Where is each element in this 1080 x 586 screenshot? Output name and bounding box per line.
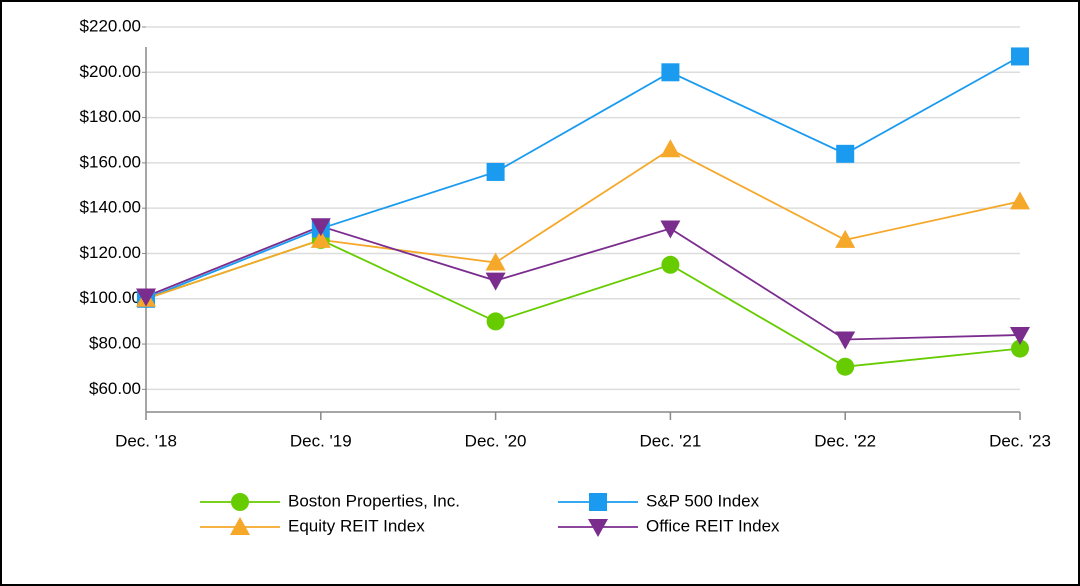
y-tick-label: $200.00 [80,62,141,81]
marker [661,255,680,274]
y-tick-label: $160.00 [80,152,141,171]
marker [589,493,607,511]
x-tick-label: Dec. '19 [290,431,352,450]
marker [231,493,249,511]
y-tick-label: $80.00 [89,334,141,353]
marker [486,312,505,331]
x-tick-label: Dec. '18 [115,431,177,450]
marker [835,229,856,248]
marker [660,139,681,158]
marker [835,331,856,350]
x-tick-label: Dec. '22 [814,431,876,450]
legend-label: S&P 500 Index [646,491,760,510]
x-tick-label: Dec. '23 [989,431,1051,450]
marker [485,252,506,271]
marker [310,218,331,237]
marker [836,357,855,376]
marker [136,288,156,307]
marker [661,63,680,82]
y-tick-label: $220.00 [80,16,141,35]
legend-label: Boston Properties, Inc. [288,491,460,510]
x-tick-label: Dec. '20 [465,431,527,450]
marker [310,229,331,248]
marker [660,220,681,239]
marker [1011,339,1029,358]
marker [1010,191,1030,210]
marker [486,162,505,181]
series-line [145,225,1021,341]
series-line [145,55,1021,300]
series-line [145,148,1021,300]
y-tick-label: $120.00 [80,243,141,262]
y-tick-label: $100.00 [80,288,141,307]
marker [230,517,250,535]
marker [836,144,855,163]
x-tick-label: Dec. '21 [639,431,701,450]
legend-label: Equity REIT Index [288,516,425,535]
marker [485,272,506,291]
y-tick-label: $60.00 [89,379,141,398]
y-tick-label: $180.00 [80,107,141,126]
y-tick-label: $140.00 [80,198,141,217]
legend-label: Office REIT Index [646,516,780,535]
marker [1010,327,1030,345]
marker [1011,47,1029,66]
marker [588,519,608,537]
